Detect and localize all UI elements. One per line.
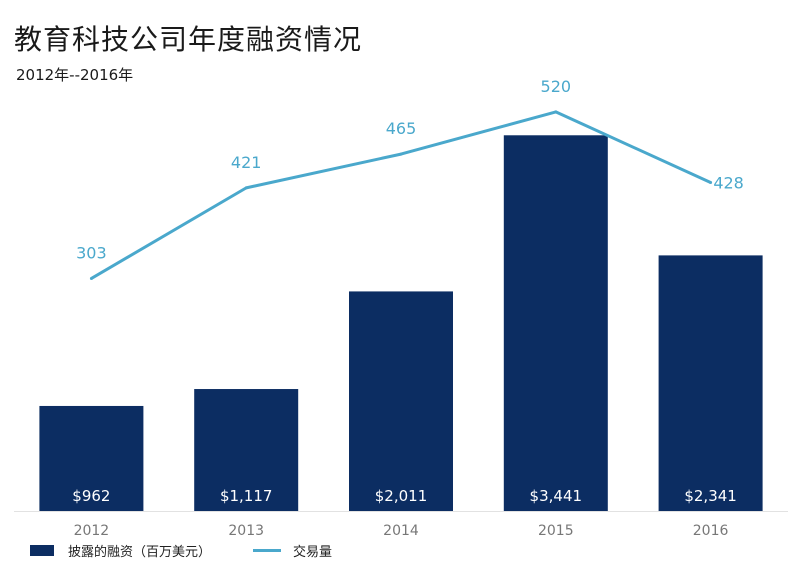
legend-label-deals: 交易量	[293, 545, 333, 560]
line-point	[709, 181, 713, 185]
bar-2016	[658, 255, 763, 511]
bar-2012	[39, 405, 144, 511]
legend: 披露的融资（百万美元） 交易量	[30, 541, 374, 560]
x-tick-label: 2012	[74, 523, 110, 539]
line-point	[244, 186, 248, 190]
bar-2013	[194, 389, 299, 511]
x-tick-label: 2016	[693, 523, 729, 539]
bar-value-label: $1,117	[220, 487, 273, 505]
line-point	[399, 152, 403, 156]
bar-2014	[349, 291, 453, 511]
chart-subtitle: 2012年--2016年	[16, 66, 134, 84]
bar-value-label: $3,441	[530, 487, 583, 505]
bar-value-label: $2,011	[375, 487, 428, 505]
line-value-label: 421	[231, 153, 262, 172]
bar-value-label: $962	[72, 487, 110, 505]
bar-value-label: $2,341	[684, 487, 737, 505]
legend-item-funding: 披露的融资（百万美元）	[30, 541, 211, 560]
line-value-label: 428	[713, 174, 744, 193]
x-tick-label: 2014	[383, 523, 419, 539]
legend-swatch-line	[253, 549, 282, 552]
legend-item-deals: 交易量	[253, 541, 332, 560]
line-value-label: 465	[386, 119, 417, 138]
x-tick-label: 2013	[228, 523, 264, 539]
legend-label-funding: 披露的融资（百万美元）	[68, 545, 212, 560]
bar-2015	[503, 135, 608, 511]
chart-title: 教育科技公司年度融资情况	[14, 23, 363, 56]
line-point	[89, 276, 93, 280]
legend-swatch-bar	[30, 545, 54, 556]
line-value-label: 303	[76, 243, 107, 262]
line-value-label: 520	[541, 77, 572, 96]
x-tick-label: 2015	[538, 523, 574, 539]
line-point	[554, 110, 558, 114]
